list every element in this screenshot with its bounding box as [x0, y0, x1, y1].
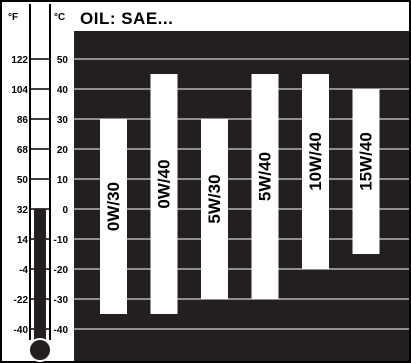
fahrenheit-tick-label: -4 [19, 265, 28, 276]
bar-0w-30 [100, 119, 127, 314]
celsius-tick-label: 20 [57, 145, 69, 156]
fahrenheit-tick-label: 86 [17, 115, 29, 126]
celsius-tick-label: -30 [54, 295, 69, 306]
title-strip [74, 2, 409, 31]
celsius-tick-label: -20 [54, 265, 69, 276]
bar-15w-40 [352, 89, 380, 254]
celsius-tick-label: 50 [57, 55, 69, 66]
bar-5w-40 [251, 74, 279, 299]
thermometer-bulb [28, 338, 52, 362]
fahrenheit-tick-label: 50 [17, 175, 29, 186]
fahrenheit-tick-label: 32 [17, 205, 29, 216]
bar-label: 0W/40 [155, 159, 174, 208]
fahrenheit-tick-label: 104 [11, 85, 28, 96]
fahrenheit-tick-label: -40 [14, 325, 29, 336]
celsius-tick-label: 10 [57, 175, 69, 186]
bar-label: 15W/40 [357, 132, 376, 191]
celsius-tick-label: -10 [54, 235, 69, 246]
bar-label: 5W/40 [256, 152, 275, 201]
bar-0w-40 [150, 74, 178, 314]
celsius-unit: °C [54, 12, 65, 23]
bar-label: 5W/30 [205, 174, 224, 223]
celsius-tick-label: 0 [62, 205, 68, 216]
bar-label: 0W/30 [104, 182, 123, 231]
celsius-tick-label: -40 [54, 325, 69, 336]
fahrenheit-tick-label: 68 [17, 145, 29, 156]
bar-5w-30 [201, 119, 228, 299]
thermometer-fill [34, 209, 46, 350]
chart-title: OIL: SAE... [80, 9, 173, 28]
fahrenheit-tick-label: 122 [11, 55, 28, 66]
fahrenheit-tick-label: -22 [14, 295, 29, 306]
bar-label: 10W/40 [306, 132, 325, 191]
bars: 0W/30 0W/40 5W/30 5W/40 10W/40 15W/40 [100, 74, 380, 314]
bar-10w-40 [302, 74, 329, 269]
celsius-tick-label: 30 [57, 115, 69, 126]
fahrenheit-unit: °F [8, 12, 18, 23]
fahrenheit-tick-label: 14 [17, 235, 29, 246]
celsius-tick-label: 40 [57, 85, 69, 96]
